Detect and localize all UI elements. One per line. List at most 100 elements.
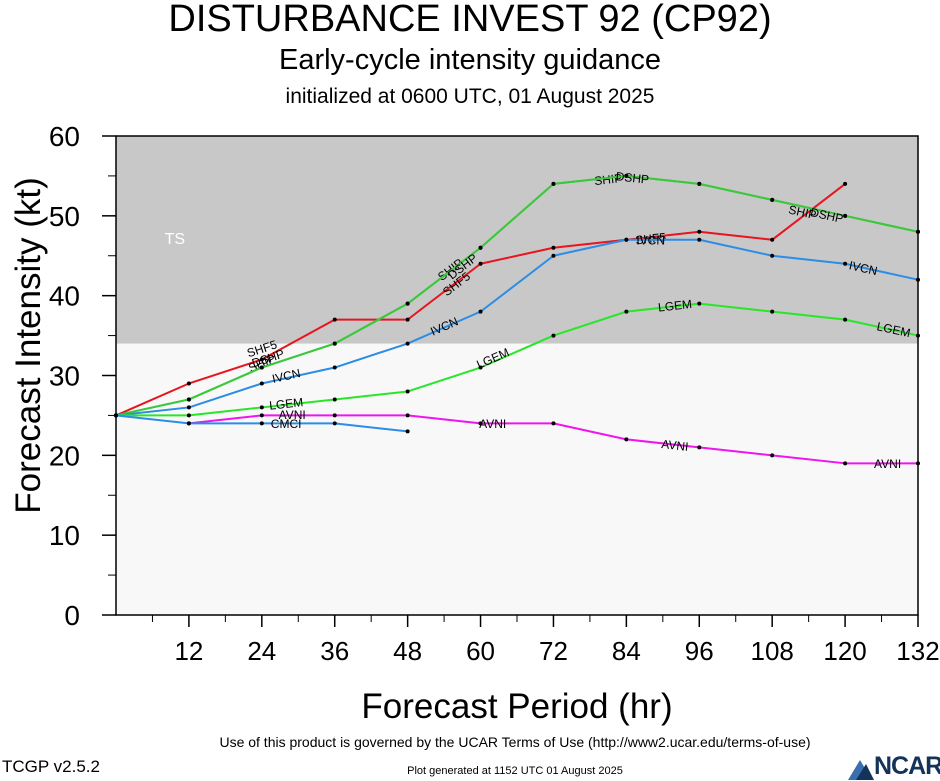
data-point-shf5	[332, 317, 337, 322]
data-point-ivcn	[259, 381, 264, 386]
terms-of-use-notice: Use of this product is governed by the U…	[219, 734, 811, 750]
data-point-ivcn	[551, 253, 556, 258]
data-point-cmci	[405, 429, 410, 434]
series-label-text-shf5: SHF5	[635, 230, 667, 247]
x-tick-label: 96	[685, 636, 714, 666]
data-point-dshp	[332, 341, 337, 346]
data-point-ivcn	[478, 309, 483, 314]
data-point-avni	[624, 437, 629, 442]
x-tick-label: 120	[823, 636, 866, 666]
x-tick-label: 24	[247, 636, 276, 666]
series-label-text-ivcn: IVCN	[636, 233, 665, 247]
data-point-cmci	[186, 421, 191, 426]
data-point-dshp	[478, 245, 483, 250]
data-point-avni	[843, 461, 848, 466]
series-label-avni: AVNI	[279, 408, 306, 422]
data-point-ivcn	[770, 253, 775, 258]
data-point-dshp	[259, 365, 264, 370]
ts-band-label: TS	[165, 231, 185, 248]
data-point-ivcn	[843, 261, 848, 266]
data-point-dshp	[551, 181, 556, 186]
x-tick-label: 60	[466, 636, 495, 666]
x-tick-label: 36	[320, 636, 349, 666]
data-point-lgem	[916, 333, 920, 338]
series-label-text-avni: AVNI	[279, 408, 306, 422]
chart-title: DISTURBANCE INVEST 92 (CP92)	[168, 0, 772, 40]
series-label-dshp: DSHP	[809, 205, 845, 226]
series-label-avni: AVNI	[479, 417, 506, 431]
series-label-text-dshp: DSHP	[809, 205, 845, 226]
series-label-shf5: SHF5	[635, 230, 667, 247]
series-line-ivcn	[115, 238, 919, 417]
x-tick-label: 48	[393, 636, 422, 666]
y-tick-label: 20	[49, 440, 80, 471]
y-tick-label: 60	[49, 121, 80, 152]
data-point-shf5	[843, 181, 848, 186]
data-point-lgem	[405, 389, 410, 394]
data-point-lgem	[697, 301, 702, 306]
chart-subtitle: Early-cycle intensity guidance	[278, 44, 661, 76]
series-label-text-cmci: CMCI	[271, 417, 302, 431]
plot-generated-time: Plot generated at 1152 UTC 01 August 202…	[407, 765, 623, 777]
data-point-ivcn	[405, 341, 410, 346]
x-tick-label: 108	[750, 636, 793, 666]
series-label-text-ivcn: IVCN	[848, 258, 879, 278]
data-point-avni	[332, 413, 337, 418]
series-label-text-avni: AVNI	[479, 417, 506, 431]
data-point-avni	[551, 421, 556, 426]
data-point-avni	[405, 413, 410, 418]
y-tick-label: 50	[49, 201, 80, 232]
data-point-lgem	[259, 405, 264, 410]
data-point-shf5	[405, 317, 410, 322]
series-label-avni: AVNI	[874, 457, 901, 471]
y-tick-label: 30	[49, 361, 80, 392]
data-point-ivcn	[624, 237, 629, 242]
tcgp-version: TCGP v2.5.2	[2, 757, 100, 776]
series-label-ivcn: IVCN	[848, 258, 879, 278]
data-point-avni	[916, 461, 920, 466]
data-point-dshp	[186, 397, 191, 402]
data-point-shf5	[186, 381, 191, 386]
data-point-lgem	[770, 309, 775, 314]
data-point-dshp	[770, 197, 775, 202]
series-label-text-dshp: DSHP	[615, 169, 650, 187]
data-point-cmci	[259, 421, 264, 426]
ncar-logo-mark	[848, 760, 874, 780]
data-point-shf5	[770, 237, 775, 242]
series-label-text-ship: SHIP	[594, 171, 623, 188]
data-point-avni	[259, 413, 264, 418]
data-point-ivcn	[916, 277, 920, 282]
series-label-text-lgem: LGEM	[269, 395, 304, 413]
y-axis-label: Forecast Intensity (kt)	[9, 177, 48, 513]
x-axis-label: Forecast Period (hr)	[361, 687, 672, 726]
x-tick-label: 12	[174, 636, 203, 666]
data-point-lgem	[478, 365, 483, 370]
data-point-lgem	[624, 309, 629, 314]
series-label-ship: SHIP	[594, 171, 623, 188]
series-label-dshp: DSHP	[615, 169, 650, 187]
y-tick-label: 10	[49, 520, 80, 551]
series-label-ivcn: IVCN	[271, 366, 302, 386]
data-point-avni	[770, 453, 775, 458]
y-tick-label: 40	[49, 281, 80, 312]
series-label-text-avni: AVNI	[661, 437, 689, 454]
data-point-dshp	[697, 181, 702, 186]
series-line-dshp	[115, 174, 919, 417]
data-point-cmci	[114, 413, 118, 418]
data-point-dshp	[843, 213, 848, 218]
series-label-lgem: LGEM	[269, 395, 304, 413]
series-label-cmci: CMCI	[271, 417, 302, 431]
ncar-logo: NCAR	[846, 752, 940, 780]
series-label-ivcn: IVCN	[636, 233, 665, 247]
data-point-dshp	[916, 229, 920, 234]
x-tick-label: 84	[612, 636, 641, 666]
series-label-avni: AVNI	[661, 437, 689, 454]
data-point-shf5	[697, 229, 702, 234]
ncar-logo-text: NCAR	[874, 752, 940, 780]
series-line-lgem	[116, 302, 919, 417]
y-tick-label: 0	[64, 600, 80, 631]
data-point-cmci	[332, 421, 337, 426]
data-point-shf5	[478, 261, 483, 266]
data-point-lgem	[186, 413, 191, 418]
